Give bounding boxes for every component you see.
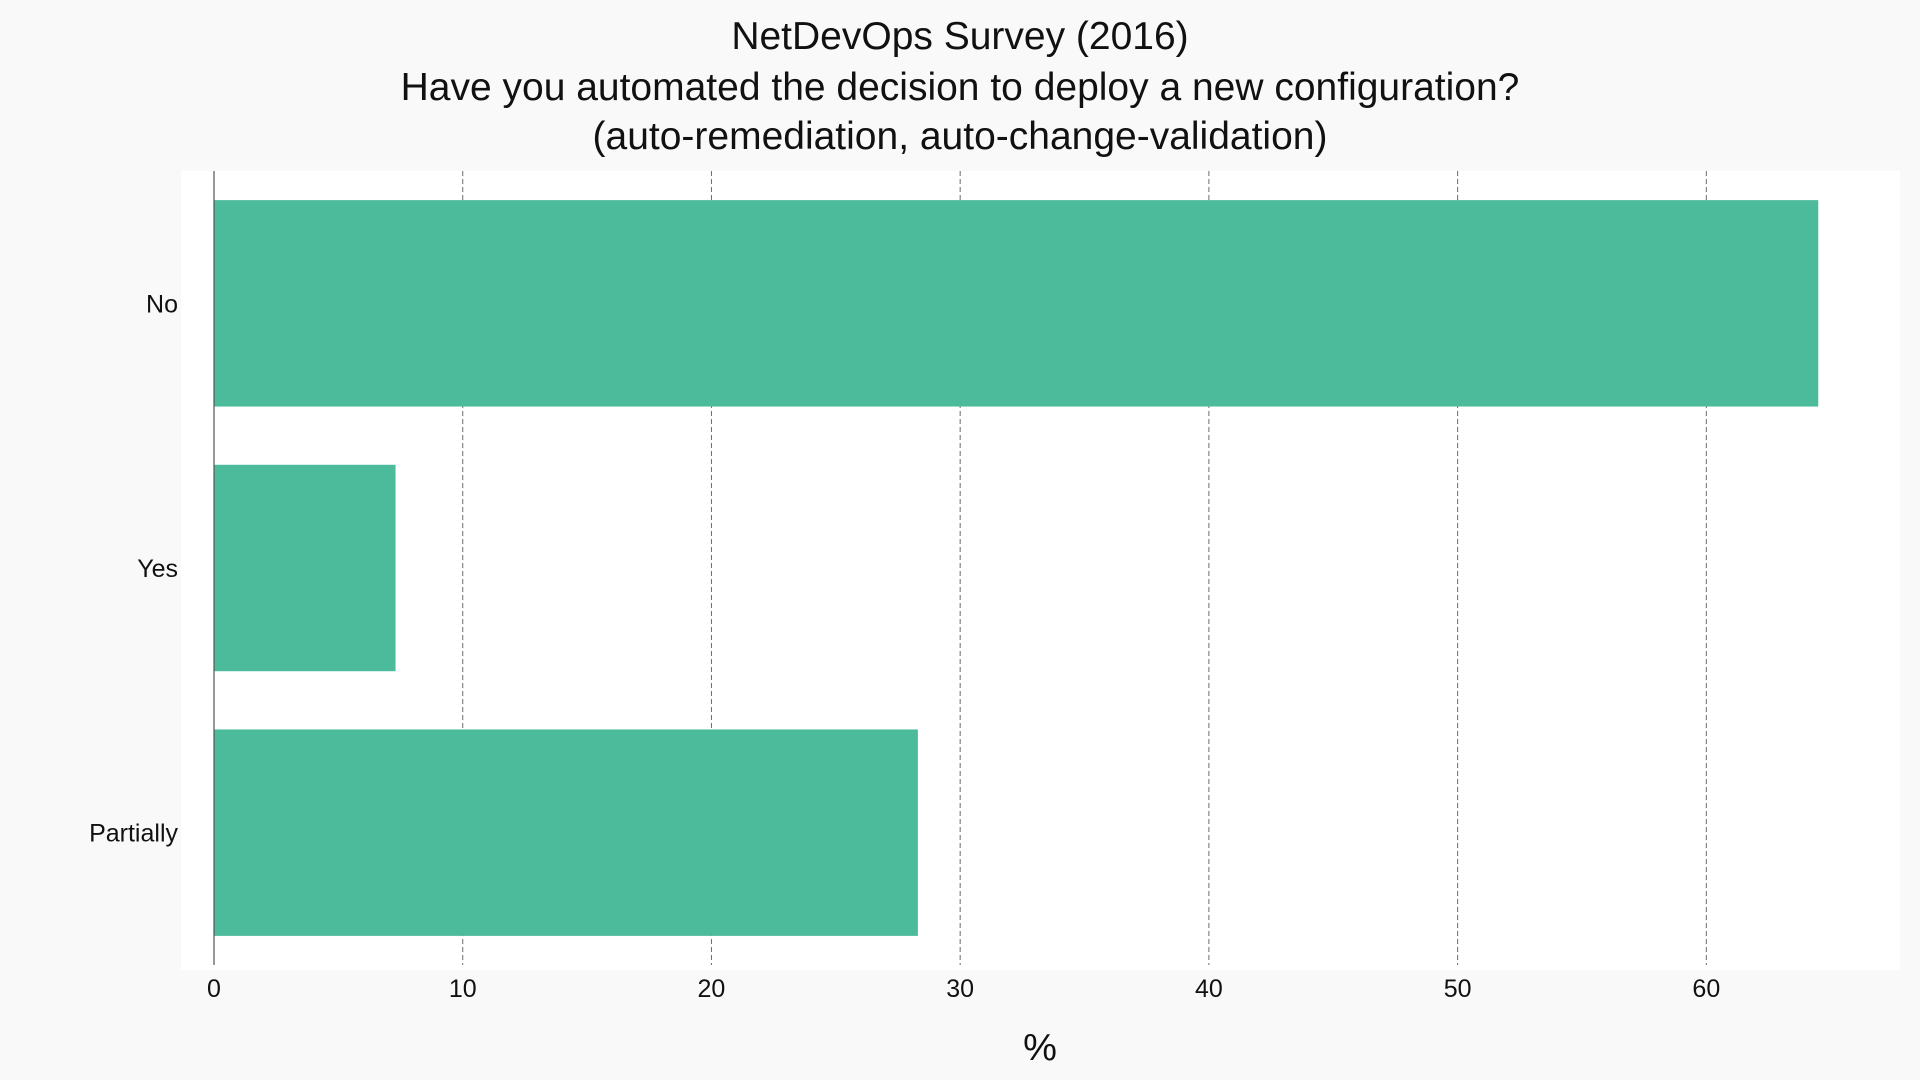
chart-title-line-2: Have you automated the decision to deplo… (401, 66, 1520, 109)
x-axis-label: % (1023, 1027, 1057, 1069)
chart-title-line-3: (auto-remediation, auto-change-validatio… (593, 115, 1328, 158)
x-tick-label-10: 10 (449, 975, 477, 1003)
bar-no (214, 200, 1819, 407)
x-tick-label-50: 50 (1444, 975, 1472, 1003)
x-tick-label-40: 40 (1195, 975, 1223, 1003)
bars (214, 200, 1819, 936)
y-tick-label-partially: Partially (89, 820, 178, 848)
y-tick-label-no: No (146, 290, 178, 318)
y-axis-tick-labels: No Yes Partially (89, 290, 178, 847)
x-tick-label-20: 20 (698, 975, 726, 1003)
bar-partially (214, 729, 918, 936)
x-tick-label-30: 30 (946, 975, 974, 1003)
chart-title-line-1: NetDevOps Survey (2016) (731, 15, 1188, 58)
x-tick-label-60: 60 (1692, 975, 1720, 1003)
x-tick-label-0: 0 (207, 975, 221, 1003)
chart-title: NetDevOps Survey (2016) Have you automat… (401, 15, 1520, 158)
bar-yes (214, 464, 396, 672)
y-tick-label-yes: Yes (137, 555, 178, 583)
x-axis-tick-labels: 0 10 20 30 40 50 60 (207, 975, 1720, 1003)
